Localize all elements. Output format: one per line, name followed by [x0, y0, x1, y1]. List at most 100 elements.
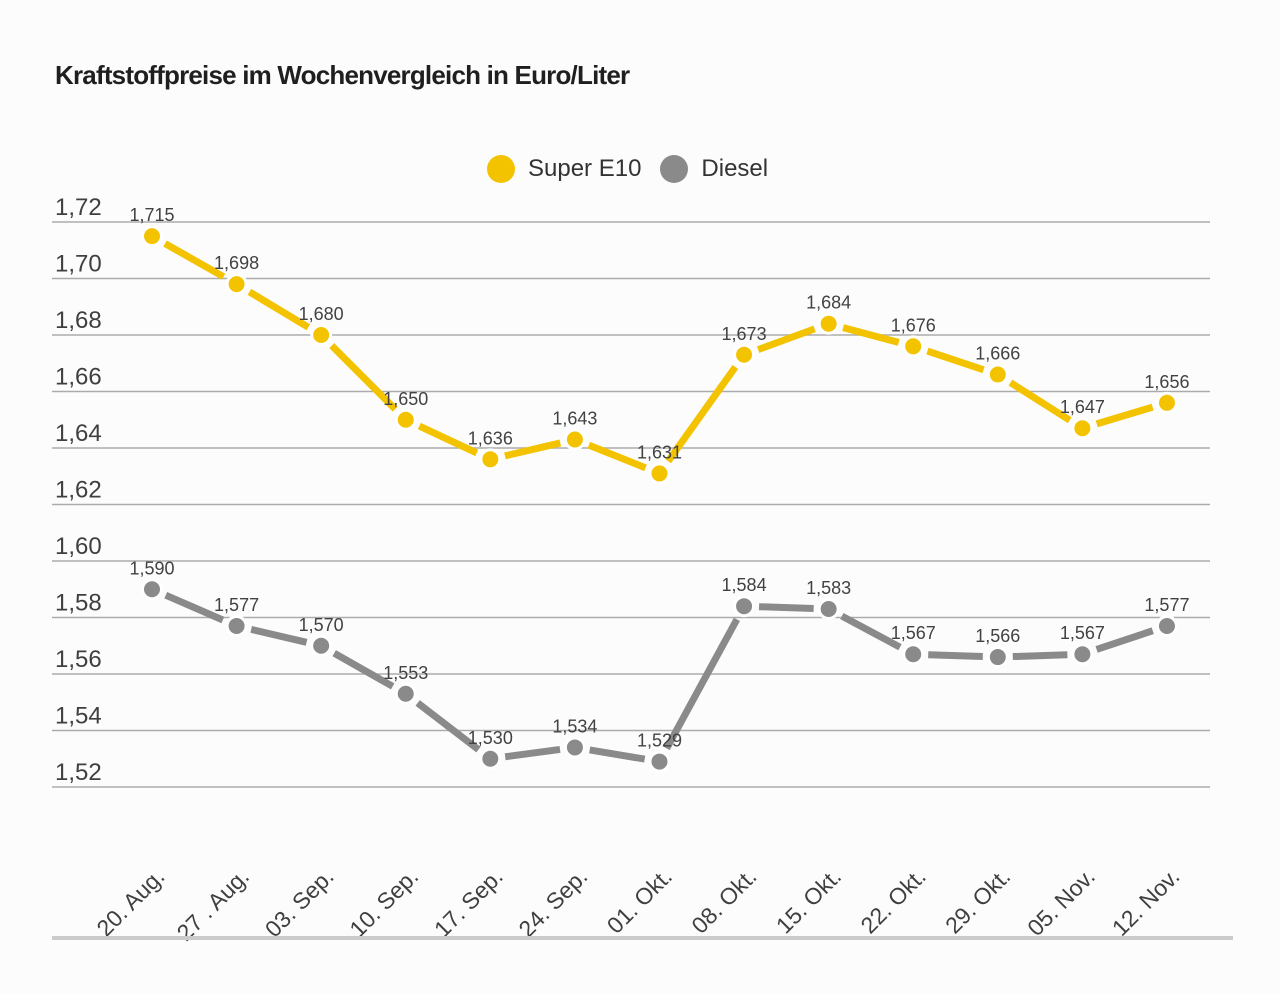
y-axis-tick-label: 1,54: [55, 703, 102, 730]
data-point-diesel: [563, 736, 586, 759]
data-point-label-diesel: 1,534: [552, 716, 597, 736]
data-point-label-diesel: 1,529: [637, 731, 682, 751]
x-axis-tick-label: 22. Okt.: [855, 863, 930, 938]
x-axis-tick-label: 17. Sep.: [429, 863, 508, 942]
data-point-label-diesel: 1,577: [214, 595, 259, 615]
data-point-label-super-e10: 1,643: [552, 409, 597, 429]
data-point-super-e10: [479, 448, 502, 471]
data-point-diesel: [733, 595, 756, 618]
data-point-super-e10: [310, 324, 333, 346]
data-point-label-super-e10: 1,684: [806, 293, 851, 313]
data-point-super-e10: [563, 428, 586, 451]
data-point-label-super-e10: 1,676: [891, 315, 936, 335]
legend-swatch-diesel-icon: [660, 155, 689, 183]
series-segment-super-e10: [756, 325, 816, 353]
x-axis-tick-label: 27 . Aug.: [172, 863, 255, 946]
series-segment-super-e10: [504, 439, 562, 460]
x-axis-tick-label: 15. Okt.: [771, 863, 846, 938]
series-segment-diesel: [250, 625, 308, 646]
data-point-diesel: [394, 682, 417, 705]
series-segment-super-e10: [417, 422, 479, 457]
data-point-label-diesel: 1,570: [299, 615, 344, 635]
data-point-diesel: [310, 634, 333, 657]
x-axis-tick-label: 29. Okt.: [940, 863, 1015, 938]
data-point-label-super-e10: 1,673: [722, 324, 767, 344]
data-point-diesel: [986, 646, 1009, 669]
x-axis-tick-label: 10. Sep.: [344, 863, 423, 942]
y-axis-tick-label: 1,66: [55, 364, 102, 391]
x-axis-tick-label: 03. Sep.: [260, 863, 339, 942]
data-point-super-e10: [733, 343, 756, 366]
y-axis-tick-label: 1,62: [55, 477, 102, 504]
data-point-super-e10: [141, 225, 163, 248]
legend-swatch-super-e10-icon: [487, 155, 515, 183]
series-segment-super-e10: [163, 240, 226, 280]
y-axis-tick-label: 1,70: [55, 251, 102, 278]
x-axis-tick-label: 20. Aug.: [91, 863, 169, 941]
series-segment-diesel: [415, 700, 481, 753]
y-axis-tick-label: 1,60: [55, 533, 102, 560]
data-point-label-super-e10: 1,656: [1144, 372, 1189, 392]
legend-label-diesel: Diesel: [701, 155, 769, 182]
x-axis-tick-label: 24. Sep.: [513, 863, 592, 942]
data-point-super-e10: [817, 312, 840, 335]
data-point-super-e10: [394, 408, 417, 431]
x-axis-tick-label: 01. Okt.: [602, 863, 677, 938]
data-point-super-e10: [648, 462, 671, 485]
data-point-label-diesel: 1,567: [891, 623, 936, 643]
series-segment-diesel: [589, 746, 646, 763]
data-point-label-super-e10: 1,647: [1060, 397, 1105, 417]
legend-label-super-e10: Super E10: [528, 155, 642, 182]
series-segment-super-e10: [1095, 403, 1154, 428]
data-point-diesel: [817, 598, 840, 621]
series-segment-super-e10: [1008, 379, 1072, 424]
y-axis-tick-label: 1,68: [55, 307, 102, 334]
x-axis-tick-label: 08. Okt.: [686, 863, 761, 938]
data-point-label-diesel: 1,553: [383, 663, 428, 683]
data-point-label-super-e10: 1,698: [214, 253, 259, 273]
footer-divider: [52, 936, 1233, 940]
data-point-super-e10: [902, 335, 925, 358]
y-axis-tick-label: 1,58: [55, 590, 102, 617]
data-point-diesel: [1155, 614, 1178, 637]
data-point-diesel: [1071, 643, 1094, 666]
chart-legend: Super E10 Diesel: [487, 155, 768, 183]
y-axis-tick-label: 1,64: [55, 420, 102, 447]
data-point-label-super-e10: 1,715: [129, 205, 174, 225]
series-segment-super-e10: [587, 441, 647, 472]
x-axis-tick-label: 12. Nov.: [1107, 863, 1185, 941]
data-point-diesel: [479, 747, 502, 770]
series-segment-super-e10: [329, 343, 398, 412]
series-segment-super-e10: [842, 324, 900, 346]
data-point-diesel: [648, 750, 671, 773]
data-point-label-super-e10: 1,680: [299, 304, 344, 324]
series-segment-super-e10: [926, 347, 985, 374]
series-segment-diesel: [663, 617, 740, 751]
data-point-label-diesel: 1,590: [129, 558, 174, 578]
data-point-super-e10: [986, 363, 1009, 386]
data-point-label-super-e10: 1,636: [468, 428, 513, 448]
data-point-diesel: [141, 578, 163, 601]
legend-item-diesel: Diesel: [660, 155, 768, 183]
y-axis-tick-label: 1,72: [55, 194, 102, 221]
data-point-label-super-e10: 1,631: [637, 442, 682, 462]
data-point-label-super-e10: 1,666: [975, 344, 1020, 364]
series-segment-diesel: [840, 613, 902, 651]
data-point-label-diesel: 1,566: [975, 626, 1020, 646]
series-segment-diesel: [758, 603, 814, 613]
y-axis-tick-label: 1,52: [55, 759, 102, 786]
data-point-label-super-e10: 1,650: [383, 389, 428, 409]
data-point-label-diesel: 1,583: [806, 578, 851, 598]
data-point-label-diesel: 1,567: [1060, 623, 1105, 643]
chart-title: Kraftstoffpreise im Wochenvergleich in E…: [55, 60, 630, 90]
series-segment-diesel: [1095, 627, 1154, 653]
data-point-label-diesel: 1,584: [722, 575, 767, 595]
series-segment-diesel: [928, 651, 983, 661]
data-point-super-e10: [225, 273, 248, 296]
data-point-super-e10: [1071, 417, 1094, 440]
series-segment-diesel: [332, 650, 395, 690]
series-segment-diesel: [504, 745, 561, 761]
x-axis-tick-label: 05. Nov.: [1022, 863, 1100, 941]
y-axis-tick-label: 1,56: [55, 646, 102, 673]
